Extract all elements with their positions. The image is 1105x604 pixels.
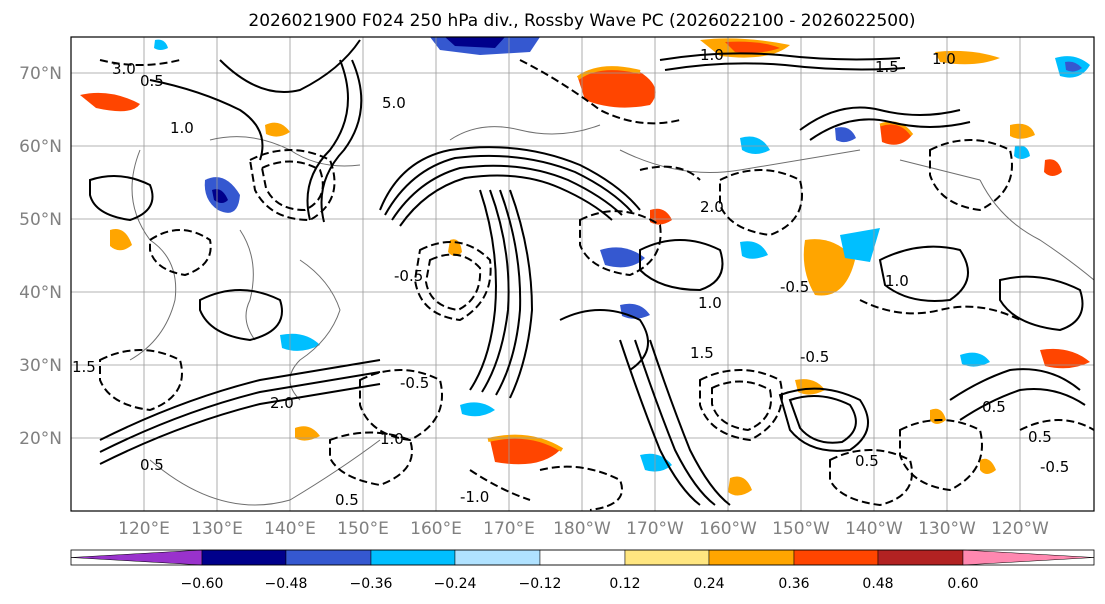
lon-label: 140°W — [845, 519, 903, 539]
colorbar-tick-label: 0.36 — [778, 576, 809, 592]
colorbar-segment — [285, 549, 372, 566]
lat-label: 30°N — [19, 356, 62, 376]
contour-label: 1.5 — [875, 58, 899, 76]
contour-label: -0.5 — [394, 267, 423, 285]
contour-label: 0.5 — [1028, 428, 1052, 446]
colorbar-tick-label: −0.24 — [434, 576, 477, 592]
map-area: 3.0 0.5 1.0 5.0 1.5 1.0 1.0 2.0 0.5 2.0 … — [71, 37, 1094, 511]
lon-label: 130°E — [191, 519, 243, 539]
lat-label: 50°N — [19, 210, 62, 230]
colorbar-segment — [962, 549, 1095, 566]
contour-label: -1.0 — [460, 488, 489, 506]
colorbar-tick-label: 0.48 — [862, 576, 893, 592]
contour-label: 2.0 — [270, 394, 294, 412]
lon-label: 120°W — [991, 519, 1049, 539]
contour-label: 5.0 — [382, 94, 406, 112]
contour-label: 0.5 — [140, 72, 164, 90]
colorbar-segment — [539, 549, 626, 566]
colorbar-tick-label: −0.48 — [265, 576, 308, 592]
lat-label: 20°N — [19, 429, 62, 449]
lon-label: 130°W — [918, 519, 976, 539]
contour-label: -0.5 — [400, 374, 429, 392]
map-frame — [70, 36, 1095, 512]
contour-label: 1.0 — [932, 50, 956, 68]
contour-label: 3.0 — [112, 60, 136, 78]
contour-label: -0.5 — [1040, 458, 1069, 476]
lat-lon-gridlines — [71, 37, 1094, 511]
lon-label: 160°W — [699, 519, 757, 539]
lat-label: 70°N — [19, 64, 62, 84]
contour-label: 1.0 — [698, 294, 722, 312]
lat-label: 60°N — [19, 137, 62, 157]
map-title: 2026021900 F024 250 hPa div., Rossby Wav… — [248, 11, 915, 31]
contour-label: 1.5 — [72, 358, 96, 376]
lon-label: 150°W — [772, 519, 830, 539]
colorbar-segment — [454, 549, 541, 566]
colorbar-segment — [201, 549, 287, 566]
contour-label: 1.5 — [690, 344, 714, 362]
colorbar-tick-label: −0.12 — [519, 576, 562, 592]
lon-label: 170°W — [626, 519, 684, 539]
contour-label: 1.0 — [700, 46, 724, 64]
lon-label: 140°E — [264, 519, 316, 539]
lon-label: 160°E — [410, 519, 462, 539]
colorbar-segment — [370, 549, 456, 566]
dashed-contours — [99, 59, 1094, 511]
lat-label: 40°N — [19, 283, 62, 303]
contour-label: 1.0 — [885, 272, 909, 290]
contour-label: -0.5 — [800, 348, 829, 366]
solid-contours — [89, 39, 1086, 506]
colorbar: −0.60 −0.48 −0.36 −0.24 −0.12 0.12 0.24 … — [70, 549, 1095, 592]
colorbar-segment — [70, 549, 203, 566]
contour-label: 2.0 — [700, 198, 724, 216]
lon-label: 170°E — [483, 519, 535, 539]
colorbar-tick-label: 0.60 — [947, 576, 978, 592]
colorbar-tick-label: −0.36 — [350, 576, 393, 592]
lon-label: 180°W — [553, 519, 611, 539]
contour-label: 0.5 — [140, 456, 164, 474]
lon-label: 150°E — [337, 519, 389, 539]
colorbar-segment — [877, 549, 964, 566]
colorbar-segment — [793, 549, 879, 566]
lon-label: 120°E — [118, 519, 170, 539]
contour-label: 0.5 — [982, 398, 1006, 416]
colorbar-segment — [708, 549, 795, 566]
contour-label: -0.5 — [780, 278, 809, 296]
colorbar-tick-label: 0.12 — [609, 576, 640, 592]
contour-label: 1.0 — [380, 430, 404, 448]
colorbar-tick-label: 0.24 — [693, 576, 724, 592]
contour-label: 0.5 — [855, 452, 879, 470]
contour-label: 0.5 — [335, 491, 359, 509]
colorbar-segment — [624, 549, 710, 566]
contour-label: 1.0 — [170, 119, 194, 137]
colorbar-tick-label: −0.60 — [181, 576, 224, 592]
